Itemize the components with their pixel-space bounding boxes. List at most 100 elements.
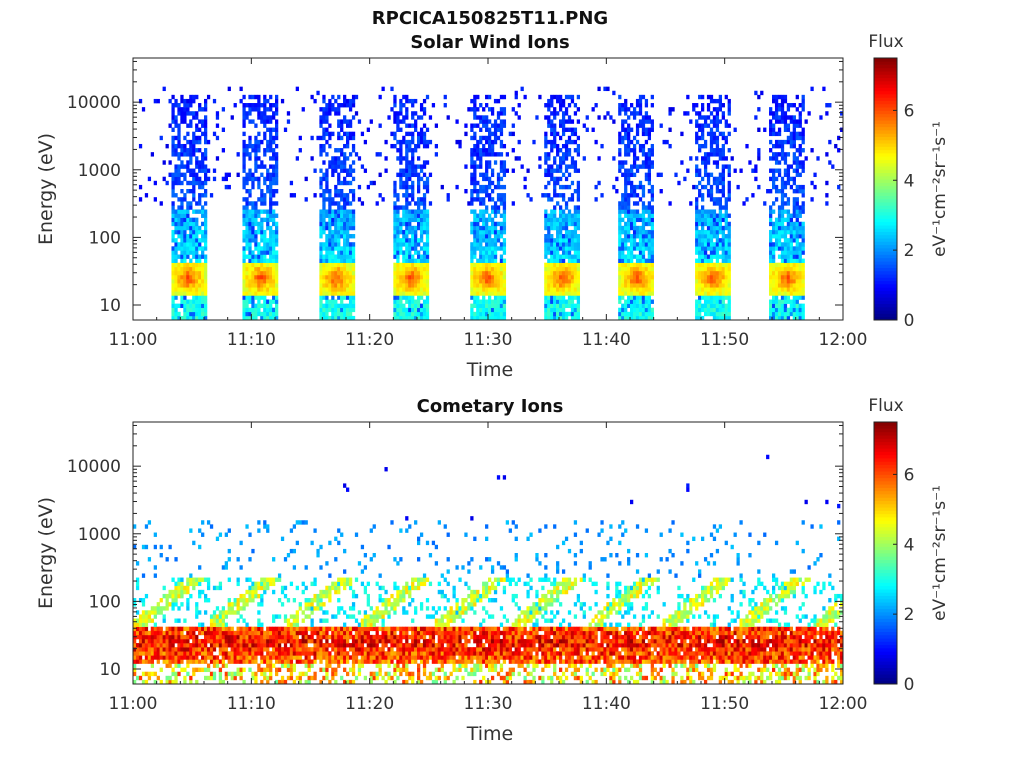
heatmap-cell xyxy=(275,156,279,161)
heatmap-cell xyxy=(627,176,631,182)
heatmap-cell xyxy=(322,111,326,116)
heatmap-cell xyxy=(348,119,353,124)
heatmap-cell xyxy=(346,213,350,218)
heatmap-cell xyxy=(544,250,548,255)
heatmap-cell xyxy=(275,111,279,116)
heatmap-cell xyxy=(251,176,255,182)
heatmap-cell xyxy=(399,291,403,296)
heatmap-cell xyxy=(260,246,264,251)
heatmap-cell xyxy=(559,254,563,259)
heatmap-cell xyxy=(195,123,199,128)
heatmap-cell xyxy=(174,270,178,276)
heatmap-cell xyxy=(204,299,208,304)
heatmap-cell xyxy=(561,193,566,198)
heatmap-cell xyxy=(621,279,625,284)
heatmap-cell xyxy=(248,103,252,108)
heatmap-cell xyxy=(198,311,202,317)
heatmap-cell xyxy=(490,139,495,145)
heatmap-cell xyxy=(556,131,560,137)
heatmap-cell xyxy=(337,209,341,214)
heatmap-cell xyxy=(408,98,412,104)
heatmap-cell xyxy=(479,303,483,309)
heatmap-cell xyxy=(638,315,643,321)
heatmap-cell xyxy=(180,250,184,255)
heatmap-cell xyxy=(490,209,495,214)
heatmap-cell xyxy=(396,229,400,235)
heatmap-cell xyxy=(553,205,557,210)
heatmap-cell xyxy=(698,250,702,255)
heatmap-cell xyxy=(171,139,175,145)
heatmap-cell xyxy=(248,225,252,231)
heatmap-cell xyxy=(343,164,347,169)
heatmap-cell xyxy=(561,119,566,124)
heatmap-cell xyxy=(414,98,418,104)
heatmap-cell xyxy=(550,172,554,178)
heatmap-cell xyxy=(269,115,273,120)
heatmap-cell xyxy=(212,168,217,173)
heatmap-cell xyxy=(248,143,252,149)
heatmap-cell xyxy=(615,176,619,182)
heatmap-cell xyxy=(425,217,430,223)
heatmap-cell xyxy=(553,135,557,141)
colorbar-segment xyxy=(874,159,897,164)
heatmap-cell xyxy=(144,544,149,550)
heatmap-cell xyxy=(189,180,193,186)
heatmap-cell xyxy=(275,311,279,317)
heatmap-cell xyxy=(156,634,160,640)
heatmap-cell xyxy=(144,634,149,640)
heatmap-cell xyxy=(162,86,166,92)
heatmap-cell xyxy=(417,262,421,268)
heatmap-cell xyxy=(266,184,270,190)
heatmap-cell xyxy=(254,242,258,247)
heatmap-cell xyxy=(192,307,196,313)
heatmap-cell xyxy=(727,98,731,104)
heatmap-cell xyxy=(727,258,731,263)
heatmap-cell xyxy=(559,160,563,165)
heatmap-cell xyxy=(334,270,338,276)
heatmap-cell xyxy=(334,246,338,251)
heatmap-cell xyxy=(405,250,409,255)
heatmap-cell xyxy=(153,638,157,644)
heatmap-cell xyxy=(269,217,273,223)
heatmap-cell xyxy=(715,291,720,296)
heatmap-cell xyxy=(559,94,563,100)
heatmap-cell xyxy=(718,287,723,292)
heatmap-cell xyxy=(254,270,258,276)
heatmap-cell xyxy=(245,209,249,214)
heatmap-cell xyxy=(485,307,489,313)
heatmap-cell xyxy=(135,585,140,591)
heatmap-cell xyxy=(567,229,572,235)
heatmap-cell xyxy=(337,295,341,300)
heatmap-cell xyxy=(840,111,844,116)
heatmap-cell xyxy=(334,234,338,239)
heatmap-cell xyxy=(496,270,501,276)
heatmap-cell xyxy=(624,172,628,178)
heatmap-cell xyxy=(647,242,652,247)
heatmap-cell xyxy=(340,197,344,202)
heatmap-cell xyxy=(422,184,427,190)
heatmap-cell xyxy=(319,287,323,292)
heatmap-cell xyxy=(482,225,486,231)
heatmap-cell xyxy=(408,123,412,128)
heatmap-cell xyxy=(147,557,152,562)
heatmap-cell xyxy=(772,258,776,263)
heatmap-cell xyxy=(570,295,575,300)
heatmap-cell xyxy=(632,315,637,321)
heatmap-cell xyxy=(627,123,631,128)
heatmap-cell xyxy=(499,287,504,292)
heatmap-cell xyxy=(650,217,654,223)
heatmap-cell xyxy=(138,614,143,619)
heatmap-cell xyxy=(553,270,557,276)
heatmap-cell xyxy=(340,295,344,300)
heatmap-cell xyxy=(630,209,634,214)
heatmap-cell xyxy=(325,131,329,137)
heatmap-cell xyxy=(638,283,643,288)
heatmap-cell xyxy=(269,303,273,309)
heatmap-cell xyxy=(550,221,554,227)
heatmap-cell xyxy=(248,156,252,161)
heatmap-cell xyxy=(375,152,379,157)
heatmap-cell xyxy=(496,152,501,157)
heatmap-cell xyxy=(275,135,279,141)
heatmap-cell xyxy=(201,307,205,313)
heatmap-cell xyxy=(402,103,406,108)
